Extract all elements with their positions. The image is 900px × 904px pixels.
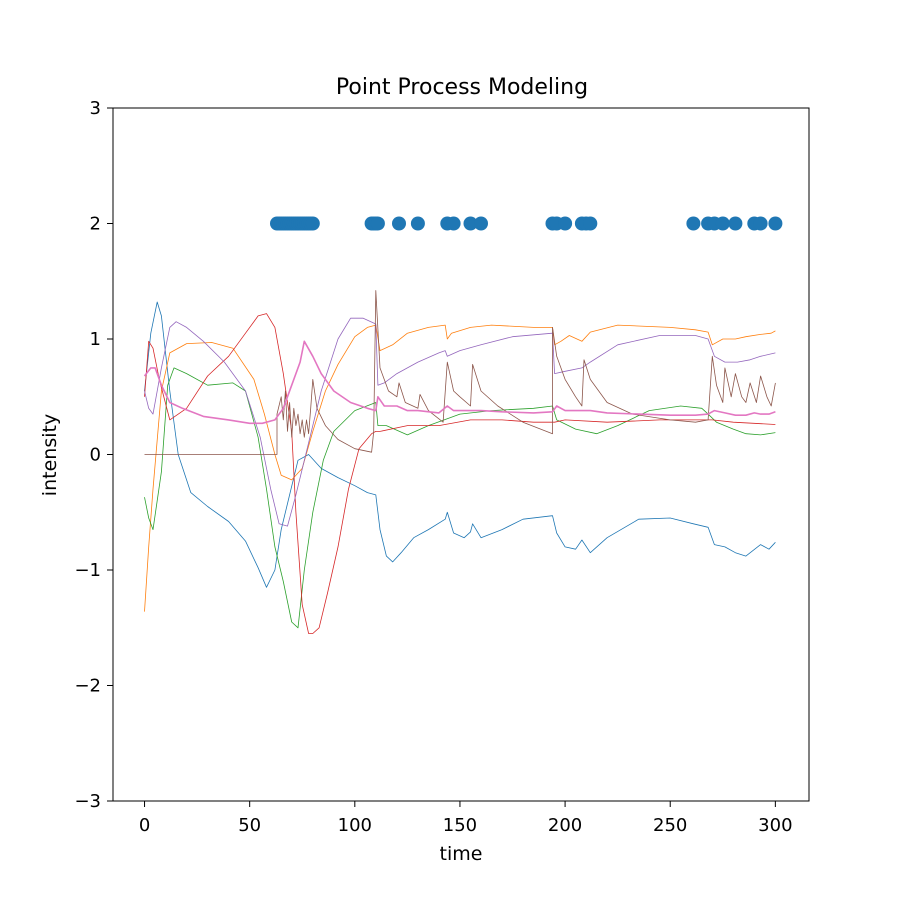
series-line-7 [143, 340, 776, 425]
series-line-5 [144, 317, 776, 527]
event-point [715, 216, 730, 231]
x-tick-label: 150 [443, 815, 477, 836]
event-point [753, 216, 768, 231]
x-tick-label: 0 [139, 815, 150, 836]
series-line-1 [144, 301, 776, 588]
event-point [474, 216, 488, 231]
event-point [686, 216, 701, 231]
x-axis-label: time [440, 843, 483, 865]
event-point [410, 216, 425, 231]
series-line-2 [144, 324, 776, 612]
event-point [583, 216, 598, 231]
y-tick-label: 3 [90, 98, 101, 119]
x-tick-label: 50 [238, 815, 261, 836]
x-tick-label: 250 [653, 815, 687, 836]
series-line-4 [144, 313, 776, 634]
event-point [558, 216, 573, 231]
y-axis: −3 −2 −1 0 1 2 3 [74, 98, 113, 812]
series-line-6 [144, 290, 776, 455]
y-tick-label: −1 [74, 560, 101, 581]
chart-title: Point Process Modeling [336, 75, 588, 100]
x-tick-label: 300 [758, 815, 792, 836]
series-layer [143, 290, 776, 634]
event-point [305, 216, 320, 231]
y-tick-label: 0 [90, 445, 101, 466]
event-point [446, 216, 461, 231]
event-point [768, 216, 783, 231]
events-layer [270, 216, 783, 231]
y-axis-label: intensity [39, 414, 61, 496]
y-tick-label: 2 [90, 214, 101, 235]
y-tick-label: −3 [74, 791, 101, 812]
event-point [370, 216, 385, 231]
y-tick-label: −2 [74, 676, 101, 697]
x-tick-label: 100 [338, 815, 372, 836]
event-point [463, 216, 478, 231]
event-point [392, 216, 406, 231]
x-axis: 0 50 100 150 200 250 300 [139, 801, 793, 836]
y-tick-label: 1 [90, 329, 101, 350]
event-point [728, 216, 743, 231]
x-tick-label: 200 [548, 815, 582, 836]
series-line-3 [144, 367, 776, 629]
